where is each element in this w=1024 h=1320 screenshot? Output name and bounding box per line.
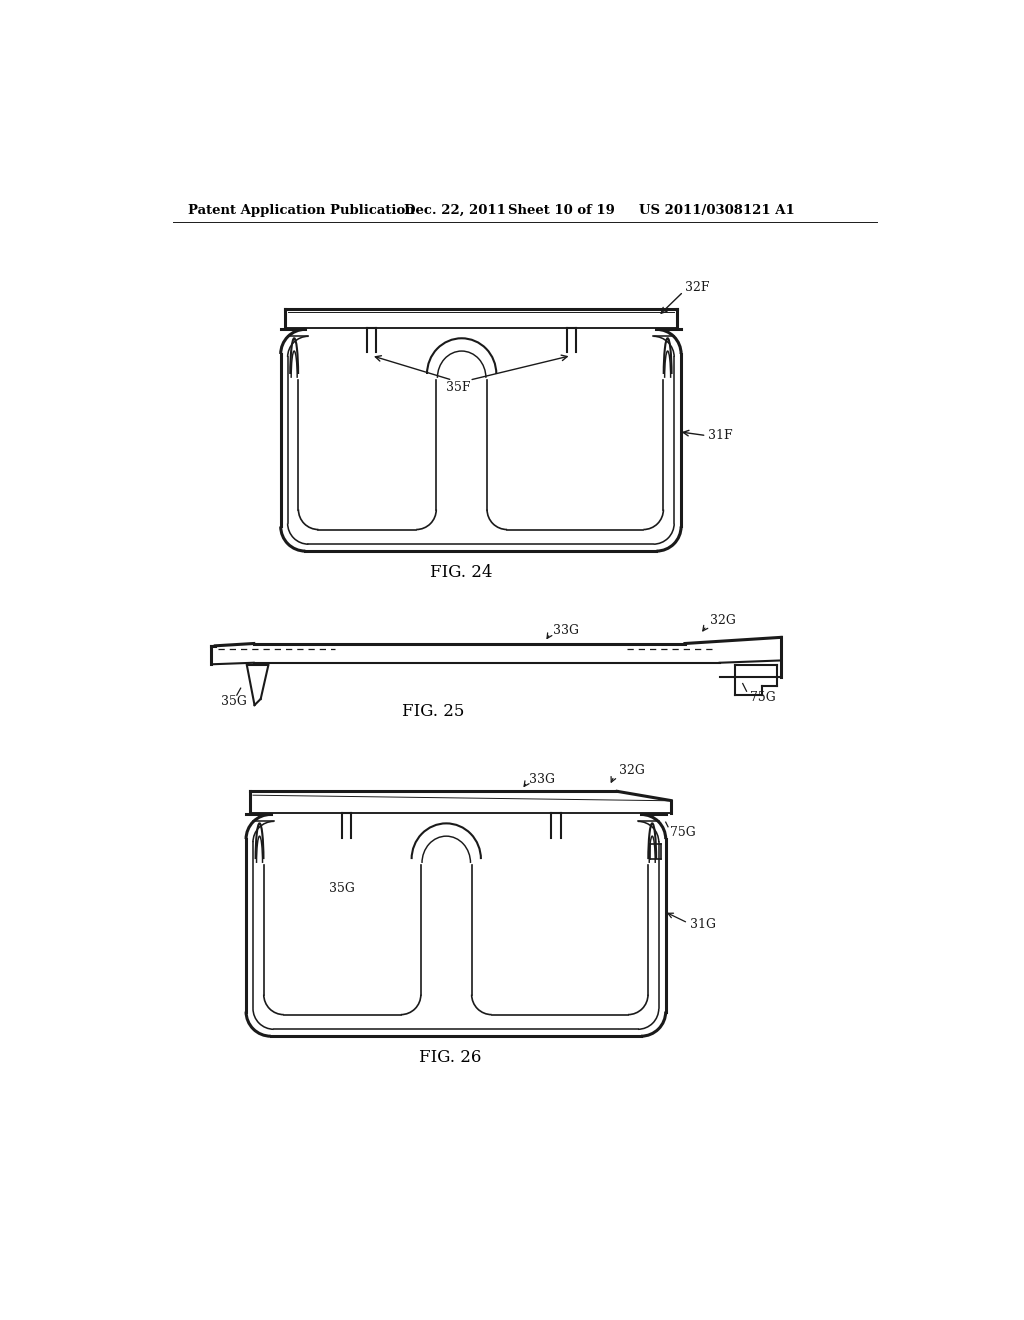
Text: US 2011/0308121 A1: US 2011/0308121 A1 [639,205,795,218]
Text: 75G: 75G [670,825,695,838]
Text: 31G: 31G [689,917,716,931]
Text: FIG. 25: FIG. 25 [402,702,464,719]
Text: Patent Application Publication: Patent Application Publication [188,205,415,218]
Text: 32G: 32G [618,764,645,777]
Text: 33G: 33G [529,772,555,785]
Text: 31F: 31F [708,429,733,442]
Text: 35G: 35G [221,694,247,708]
Text: 35F: 35F [445,381,470,395]
Text: 35G: 35G [330,882,355,895]
Text: 32F: 32F [685,281,710,294]
Text: FIG. 26: FIG. 26 [419,1049,481,1067]
Text: 32G: 32G [710,614,735,627]
Text: 33G: 33G [553,624,579,638]
Text: FIG. 24: FIG. 24 [430,564,493,581]
Text: 75G: 75G [751,690,776,704]
Text: Dec. 22, 2011: Dec. 22, 2011 [403,205,506,218]
Text: Sheet 10 of 19: Sheet 10 of 19 [508,205,614,218]
